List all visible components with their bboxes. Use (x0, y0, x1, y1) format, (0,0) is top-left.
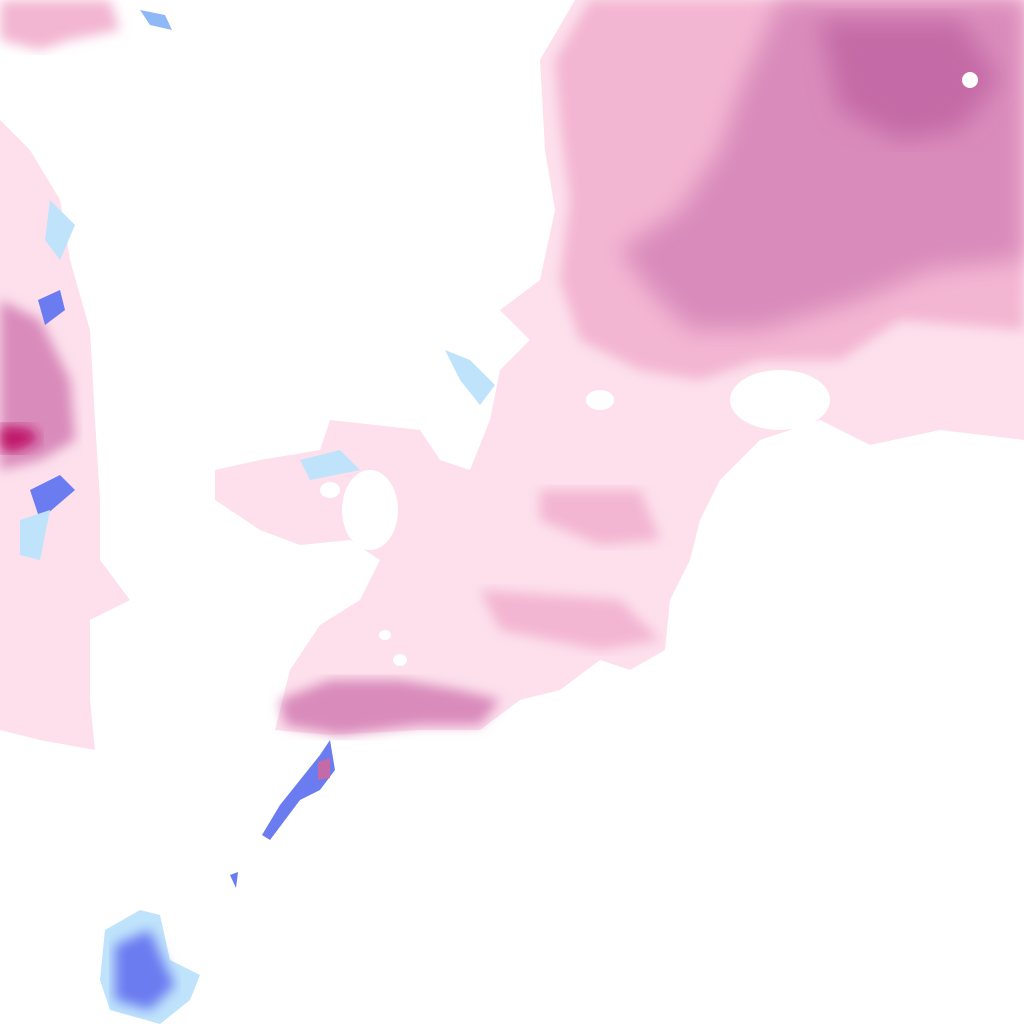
rain-area-central-light (300, 350, 495, 480)
rain-area-southwest-heavy (115, 930, 175, 1010)
rain-area-streak-pink (318, 758, 330, 780)
precip-area-west-extreme (0, 425, 40, 452)
precip-area-northeast-very-heavy (820, 20, 1000, 140)
rain-area-west-light (20, 200, 75, 560)
rain-area-west-streak (30, 290, 75, 520)
precip-area-south-band-heavy (280, 680, 500, 735)
precip-area-northwest (0, 0, 120, 50)
precip-area-central-moderate (540, 490, 660, 545)
rain-area-northwest-light (140, 10, 172, 30)
precip-area-south-band-moderate (480, 590, 660, 650)
rain-area-streak-south (230, 740, 335, 888)
clear-gaps (320, 72, 978, 666)
